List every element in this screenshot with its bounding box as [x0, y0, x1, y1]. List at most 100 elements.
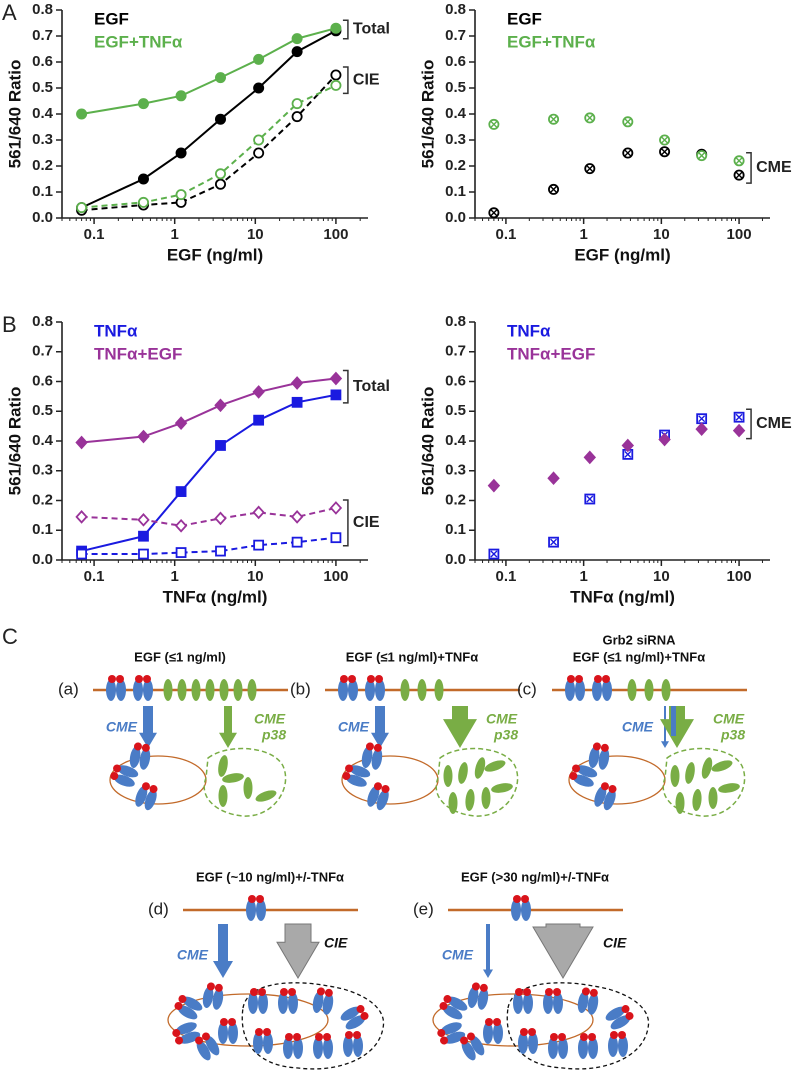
y-tick-label: 0.6 [445, 372, 466, 389]
marker-shape [658, 432, 671, 447]
ligand [214, 983, 223, 992]
receptor-body [594, 785, 607, 807]
data-point [76, 202, 88, 214]
data-point [291, 98, 303, 110]
receptor-body [248, 992, 258, 1014]
receptor-body [293, 1037, 303, 1059]
ligand [315, 1033, 323, 1041]
data-point [330, 532, 342, 544]
y-tick-label: 0.7 [445, 27, 466, 44]
y-tick-label: 0.8 [445, 313, 466, 330]
annotation: CIE [353, 514, 380, 531]
x-tick-label: 100 [727, 226, 752, 243]
data-point [137, 196, 149, 208]
marker-shape [76, 202, 88, 214]
endosome [435, 747, 519, 817]
receptor-body [376, 789, 389, 811]
diagram-label: CIE [603, 935, 627, 951]
receptor-body [605, 1006, 626, 1021]
data-point [733, 169, 745, 181]
marker-shape [291, 536, 303, 548]
arrow [139, 706, 157, 748]
receptor [548, 1033, 568, 1059]
vesicle [167, 993, 329, 1047]
tnf-receptor [675, 792, 685, 814]
tnf-receptor [644, 679, 654, 701]
diagram-label: CME [177, 947, 209, 963]
marker-shape [487, 478, 501, 493]
y-axis-label: 561/640 Ratio [5, 60, 24, 169]
x-tick-label: 100 [323, 568, 348, 585]
ligand [550, 1033, 558, 1041]
panel-label: C [2, 624, 18, 649]
ligand [345, 764, 354, 773]
data-point [330, 69, 342, 81]
tnf-receptor [685, 762, 695, 784]
y-tick-label: 0.0 [32, 551, 53, 568]
receptor [110, 764, 139, 787]
receptor-body [588, 746, 600, 768]
annotation-bracket [342, 19, 349, 40]
data-point [548, 183, 560, 195]
tnf-receptor [191, 679, 201, 701]
ligand [135, 675, 143, 683]
x-tick-label: 0.1 [84, 568, 105, 585]
ligand [172, 1029, 181, 1038]
ligand [175, 1036, 184, 1045]
receptor [129, 742, 151, 770]
data-point [76, 548, 87, 560]
receptor-body [288, 992, 298, 1014]
ligand [439, 1001, 448, 1010]
marker-cross [661, 136, 669, 144]
receptor [195, 1032, 220, 1061]
y-tick-label: 0.4 [32, 105, 54, 122]
arrow [532, 923, 594, 979]
marker-shape [291, 98, 303, 110]
receptor-body [523, 992, 533, 1014]
ligand [485, 1018, 493, 1026]
tnf-receptor [417, 679, 427, 701]
tnf-receptor [163, 679, 173, 701]
ligand [375, 675, 383, 683]
x-tick-label: 1 [579, 568, 587, 585]
tnf-receptor [218, 755, 228, 777]
y-tick-label: 0.5 [32, 402, 53, 419]
receptor [467, 982, 489, 1010]
marker-cross [550, 185, 558, 193]
ligand [353, 1031, 361, 1039]
ligand [588, 1033, 596, 1041]
ligand [592, 742, 601, 751]
receptor-body [283, 1037, 293, 1059]
marker-shape [174, 416, 188, 430]
diagram-label: CME [486, 711, 518, 727]
diagram-label: CME [338, 719, 370, 735]
data-point [253, 53, 265, 65]
receptor-body [543, 992, 553, 1014]
y-tick-label: 0.1 [445, 521, 466, 538]
series-line [81, 393, 337, 553]
annotation: CME [756, 415, 792, 432]
y-tick-label: 0.1 [32, 183, 53, 200]
tnf-receptor [718, 783, 740, 793]
diagram-label: CME [713, 711, 745, 727]
diagram-label: CME [106, 719, 138, 735]
x-tick-label: 1 [171, 226, 179, 243]
receptor [577, 987, 599, 1015]
ligand [601, 782, 610, 791]
receptor [543, 988, 563, 1014]
ligand [248, 895, 256, 903]
data-point [291, 536, 303, 548]
data-point [253, 147, 265, 159]
data-point [621, 438, 635, 453]
marker-shape [329, 501, 343, 515]
tnf-receptor [247, 679, 257, 701]
data-point [583, 450, 597, 465]
data-point [215, 440, 226, 451]
receptor-body [577, 991, 589, 1013]
data-point [291, 33, 303, 45]
receptor [511, 895, 531, 921]
receptor-body [313, 1037, 323, 1059]
y-tick-label: 0.5 [445, 402, 466, 419]
marker-shape [175, 147, 187, 159]
